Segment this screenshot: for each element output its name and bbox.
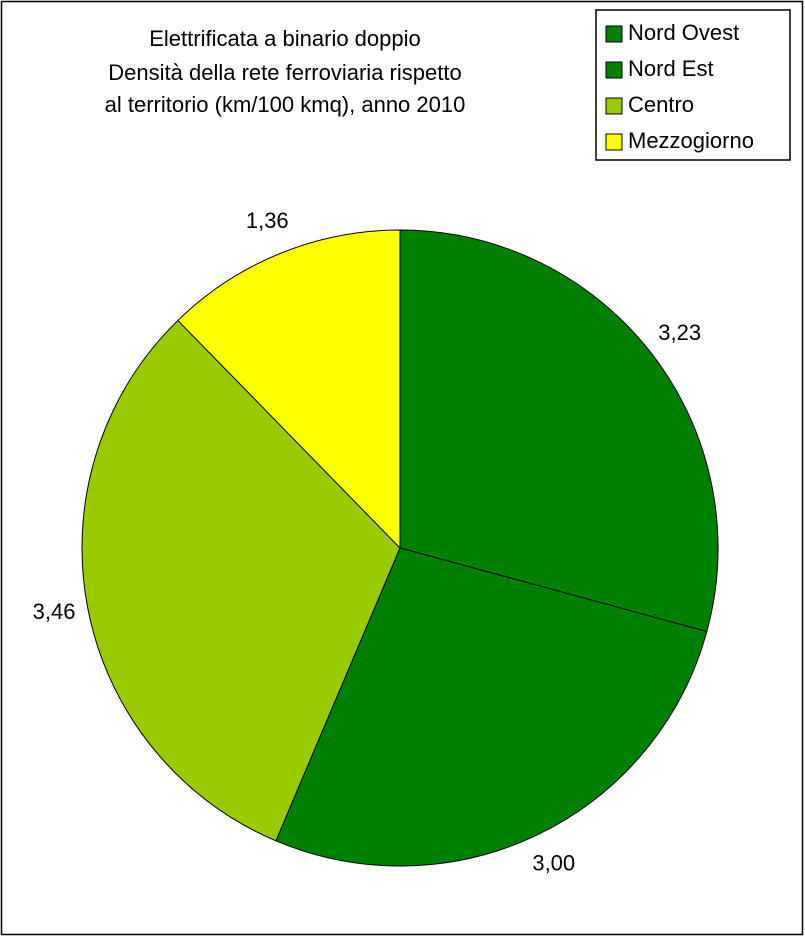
- legend-swatch: [605, 97, 623, 115]
- chart-title: Elettrificata a binario doppio: [149, 26, 421, 51]
- data-label: 3,00: [532, 850, 575, 875]
- legend-swatch: [605, 61, 623, 79]
- chart-title: al territorio (km/100 kmq), anno 2010: [105, 92, 466, 117]
- legend-label: Mezzogiorno: [628, 128, 754, 153]
- data-label: 1,36: [246, 208, 289, 233]
- legend-label: Centro: [628, 92, 694, 117]
- pie-slice: [399, 229, 719, 633]
- chart-title: Densità della rete ferroviaria rispetto: [108, 60, 461, 85]
- data-label: 3,46: [33, 599, 76, 624]
- pie-slice: [177, 229, 401, 550]
- legend-label: Nord Est: [628, 56, 714, 81]
- legend-box: [595, 9, 791, 161]
- pie-slice: [275, 547, 708, 867]
- legend-label: Nord Ovest: [628, 20, 739, 45]
- legend-swatch: [605, 25, 623, 43]
- pie-slice: [81, 319, 401, 842]
- data-label: 3,23: [658, 320, 701, 345]
- legend-swatch: [605, 133, 623, 151]
